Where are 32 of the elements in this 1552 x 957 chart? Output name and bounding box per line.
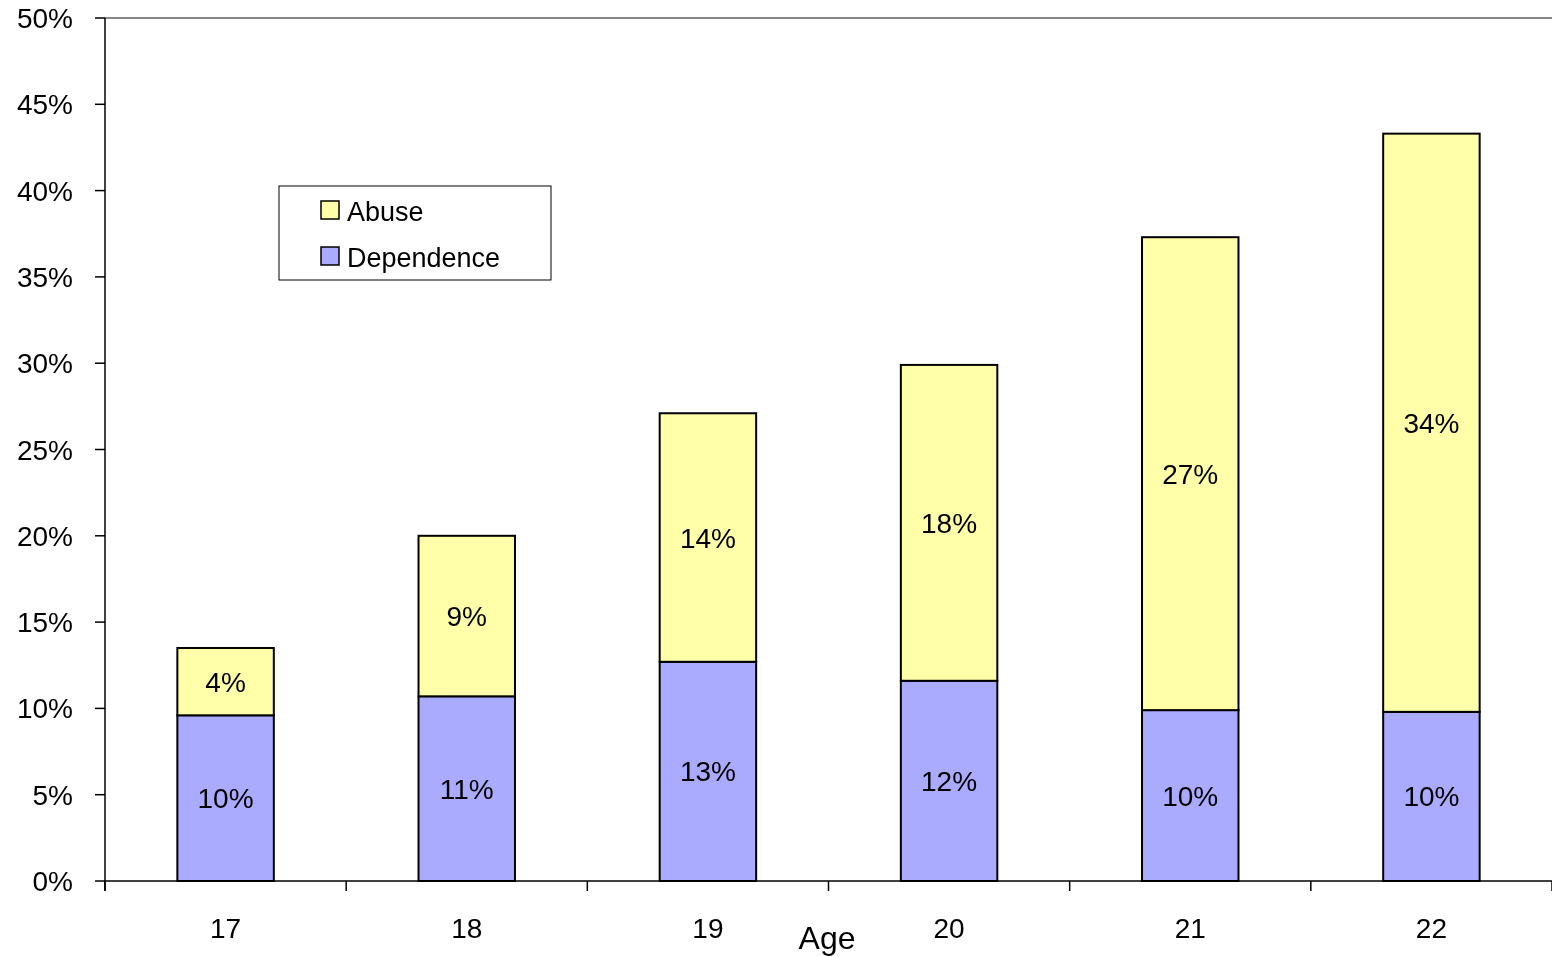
data-label: 9% xyxy=(446,601,487,633)
data-label: 4% xyxy=(205,666,246,698)
y-tick-label: 20% xyxy=(16,520,73,552)
y-tick-label: 45% xyxy=(16,89,73,121)
y-tick-label: 50% xyxy=(16,3,73,34)
x-tick-label: 17 xyxy=(210,913,242,944)
y-tick-label: 40% xyxy=(16,175,73,207)
y-tick-label: 15% xyxy=(16,607,73,639)
data-label: 11% xyxy=(439,773,494,805)
data-label: 10% xyxy=(1162,780,1219,812)
x-tick-label: 18 xyxy=(451,913,483,944)
x-axis-title: Age xyxy=(798,920,856,956)
data-label: 13% xyxy=(679,756,736,788)
data-label: 10% xyxy=(197,783,254,815)
y-tick-label: 0% xyxy=(32,866,73,897)
y-tick-label: 25% xyxy=(16,434,73,466)
data-label: 10% xyxy=(1403,781,1460,813)
data-label: 34% xyxy=(1403,407,1460,439)
data-label: 18% xyxy=(921,507,978,539)
data-label: 12% xyxy=(921,765,978,797)
legend-label: Abuse xyxy=(347,197,424,227)
y-tick-label: 5% xyxy=(32,779,73,811)
y-tick-label: 10% xyxy=(16,693,73,725)
x-tick-label: 19 xyxy=(692,913,724,944)
data-label: 27% xyxy=(1162,458,1219,490)
y-tick-label: 35% xyxy=(16,261,73,293)
data-label: 14% xyxy=(679,522,736,554)
x-tick-label: 20 xyxy=(933,913,965,944)
x-tick-label: 22 xyxy=(1415,913,1447,944)
legend-label: Dependence xyxy=(347,243,501,273)
x-tick-label: 21 xyxy=(1174,913,1206,944)
y-tick-label: 30% xyxy=(16,348,73,380)
